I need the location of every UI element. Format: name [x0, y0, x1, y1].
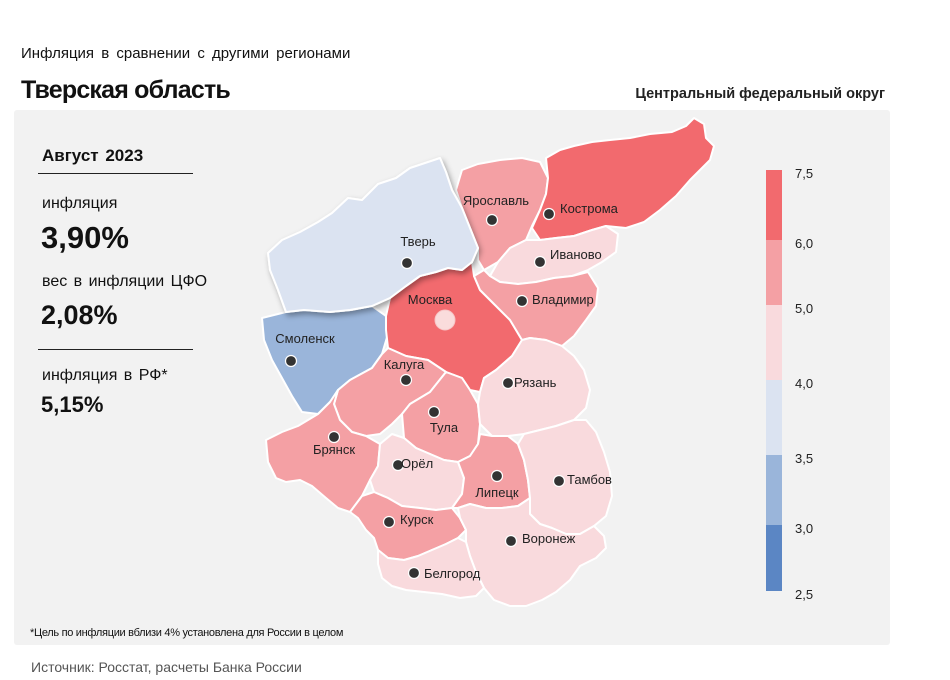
weight-value: 2,08% [41, 300, 118, 330]
city-marker-tambov [552, 474, 566, 488]
district-label: Центральный федеральный округ [635, 86, 885, 102]
legend-bin [766, 240, 782, 305]
city-marker-ryazan [501, 376, 515, 390]
city-label-yaroslavl: Ярославль [463, 193, 529, 208]
inflation-label: инфляция [42, 195, 118, 212]
legend-bin [766, 455, 782, 525]
city-label-kursk: Курск [400, 512, 434, 527]
legend-bin [766, 525, 782, 591]
divider-top [38, 173, 193, 174]
legend-tick-label: 4,0 [795, 376, 814, 391]
legend-tick-label: 7,5 [795, 166, 814, 181]
city-marker-bryansk [327, 430, 341, 444]
legend-bin [766, 305, 782, 380]
city-marker-tver [400, 256, 414, 270]
region-vladimir [473, 269, 599, 347]
inflation-value: 3,90% [41, 220, 129, 255]
legend-tick-label: 6,0 [795, 236, 814, 251]
city-label-lipetsk: Липецк [475, 485, 519, 500]
footnote: *Цель по инфляции вблизи 4% установлена … [30, 627, 344, 639]
legend-tick-label: 3,0 [795, 521, 814, 536]
page-title: Тверская область [21, 76, 231, 104]
city-label-tver: Тверь [400, 234, 436, 249]
period-label: Август 2023 [42, 146, 144, 165]
city-marker-kursk [382, 515, 396, 529]
city-marker-tula [427, 405, 441, 419]
legend-tick-label: 5,0 [795, 301, 814, 316]
city-marker-ivanovo [533, 255, 547, 269]
city-label-smolensk: Смоленск [275, 331, 335, 346]
city-label-kostroma: Кострома [560, 201, 619, 216]
legend-tick-label: 3,5 [795, 451, 814, 466]
city-marker-orel [391, 458, 405, 472]
city-label-voronezh: Воронеж [522, 531, 576, 546]
region-kostroma [531, 117, 715, 241]
city-label-tula: Тула [430, 420, 459, 435]
city-label-vladimir: Владимир [532, 292, 594, 307]
page-subtitle: Инфляция в сравнении с другими регионами [21, 45, 351, 62]
city-marker-yaroslavl [485, 213, 499, 227]
legend-tick-label: 2,5 [795, 587, 814, 602]
rf-inflation-value: 5,15% [41, 392, 104, 417]
city-marker-lipetsk [490, 469, 504, 483]
city-label-ryazan: Рязань [514, 375, 557, 390]
city-label-bryansk: Брянск [313, 442, 355, 457]
source-note: Источник: Росстат, расчеты Банка России [31, 659, 302, 675]
region-belgorod [377, 537, 485, 599]
city-marker-voronezh [504, 534, 518, 548]
city-label-belgorod: Белгород [424, 566, 481, 581]
divider-bottom [38, 349, 193, 350]
legend-bin [766, 380, 782, 455]
city-label-ivanovo: Иваново [550, 247, 602, 262]
city-marker-smolensk [284, 354, 298, 368]
city-label-moscow: Москва [408, 292, 453, 307]
city-label-kaluga: Калуга [384, 357, 425, 372]
region-tver [267, 157, 479, 313]
city-marker-belgorod [407, 566, 421, 580]
city-label-orel: Орёл [401, 456, 433, 471]
city-marker-moscow [434, 309, 456, 331]
city-label-tambov: Тамбов [567, 472, 612, 487]
legend-bin [766, 170, 782, 240]
rf-inflation-label: инфляция в РФ* [42, 367, 168, 384]
city-marker-vladimir [515, 294, 529, 308]
weight-label: вес в инфляции ЦФО [42, 273, 208, 290]
city-marker-kaluga [399, 373, 413, 387]
city-marker-kostroma [542, 207, 556, 221]
